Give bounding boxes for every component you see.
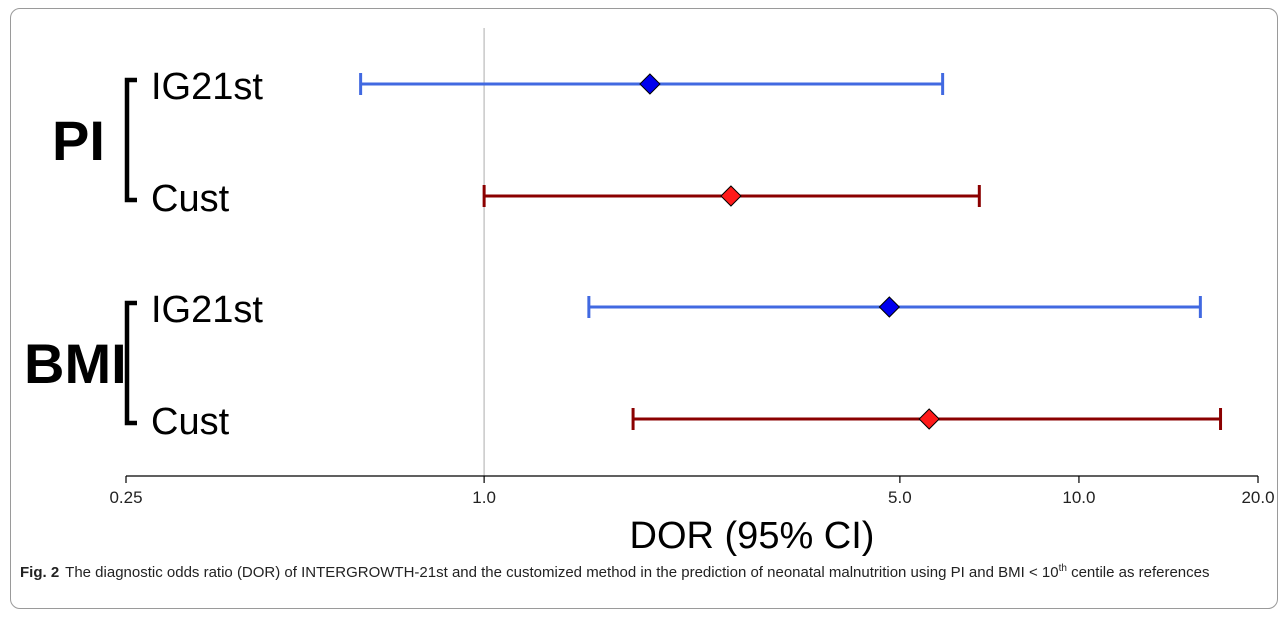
group-label: BMI: [24, 332, 127, 395]
group-bracket: [124, 77, 137, 203]
point-estimate: [918, 408, 940, 430]
caption-superscript: th: [1058, 563, 1067, 574]
x-tick-label: 1.0: [472, 488, 496, 507]
caption-text-end: centile as references: [1066, 564, 1210, 581]
caption-figure-label: Fig. 2: [20, 564, 60, 581]
forest-plot: 0.25 1.0 5.0 10.0 20.0 DOR (95% CI) PI IG21st Cu…: [24, 28, 1275, 557]
figure-caption: Fig. 2 The diagnostic odds ratio (DOR) of…: [20, 563, 1260, 583]
point-estimate: [878, 296, 901, 318]
x-tick-label: 0.25: [109, 488, 142, 507]
x-tick-label: 20.0: [1241, 488, 1274, 507]
x-tick-label: 5.0: [888, 488, 912, 507]
group-label: PI: [52, 109, 105, 172]
x-tick-label: 10.0: [1062, 488, 1095, 507]
row-label: Cust: [151, 178, 230, 220]
x-axis-title: DOR (95% CI): [630, 515, 875, 557]
row-label: Cust: [151, 401, 230, 443]
point-estimate: [639, 73, 661, 95]
group-bracket: [124, 300, 137, 426]
row-label: IG21st: [151, 289, 263, 331]
row-label: IG21st: [151, 66, 263, 108]
point-estimate: [720, 185, 742, 207]
caption-text: The diagnostic odds ratio (DOR) of INTER…: [65, 564, 1059, 581]
